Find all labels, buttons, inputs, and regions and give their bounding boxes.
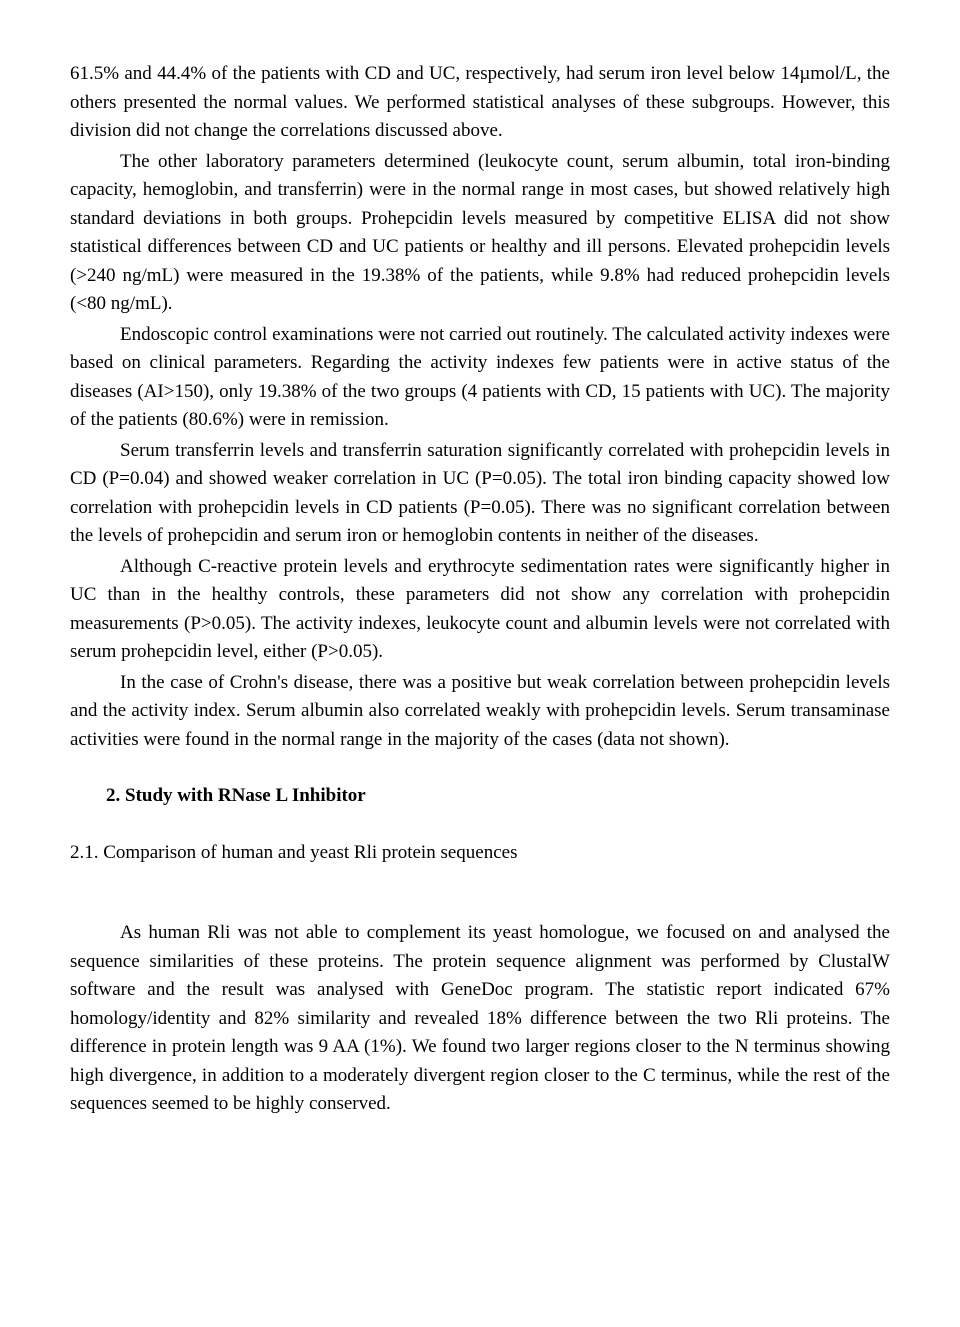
paragraph-7: As human Rli was not able to complement … xyxy=(70,919,890,1119)
section-heading-2: 2. Study with RNase L Inhibitor xyxy=(70,782,890,811)
paragraph-3: Endoscopic control examinations were not… xyxy=(70,321,890,435)
paragraph-5: Although C-reactive protein levels and e… xyxy=(70,553,890,667)
paragraph-4: Serum transferrin levels and transferrin… xyxy=(70,437,890,551)
paragraph-6: In the case of Crohn's disease, there wa… xyxy=(70,669,890,755)
paragraph-1: 61.5% and 44.4% of the patients with CD … xyxy=(70,60,890,146)
spacer xyxy=(70,895,890,919)
paragraph-2: The other laboratory parameters determin… xyxy=(70,148,890,319)
subsection-2-1: 2.1. Comparison of human and yeast Rli p… xyxy=(70,839,890,868)
